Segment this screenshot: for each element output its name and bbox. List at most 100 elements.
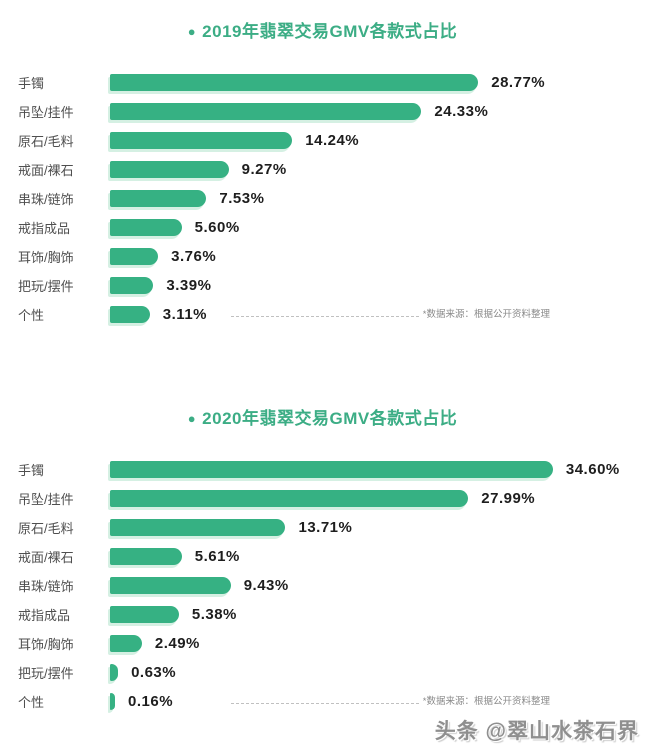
- bar: [110, 161, 229, 178]
- category-label: 原石/毛料: [18, 134, 74, 149]
- bar-track: 5.60%: [110, 219, 645, 236]
- chart-2020: ● 2020年翡翠交易GMV各款式占比 手镯 34.60% 吊坠/挂件 27.99% 原石…: [0, 329, 645, 716]
- value-label: 3.76%: [171, 248, 217, 265]
- bar-row: 戒面/裸石 9.27%: [18, 155, 645, 184]
- category-label: 戒指成品: [18, 221, 71, 236]
- bar-track: 9.43%: [110, 577, 645, 594]
- bar: [110, 219, 182, 236]
- bar-row: 吊坠/挂件 27.99%: [18, 484, 645, 513]
- bar-row: 耳饰/胸饰 3.76%: [18, 242, 645, 271]
- bullet-icon: ●: [187, 411, 197, 426]
- value-label: 27.99%: [481, 490, 536, 507]
- category-label: 手镯: [18, 76, 45, 91]
- bar-row: 把玩/摆件 0.63%: [18, 658, 645, 687]
- bar-track: 9.27%: [110, 161, 645, 178]
- bar-row: 个性 3.11%: [18, 300, 645, 329]
- value-label: 14.24%: [305, 132, 360, 149]
- value-label: 3.39%: [166, 277, 212, 294]
- value-label: 2.49%: [154, 635, 200, 652]
- bar: [110, 74, 479, 91]
- bar: [110, 577, 231, 594]
- category-label: 戒指成品: [18, 608, 71, 623]
- category-label: 原石/毛料: [18, 521, 74, 536]
- bar-track: 5.61%: [110, 548, 645, 565]
- bullet-icon: ●: [187, 24, 197, 39]
- value-label: 3.11%: [162, 306, 208, 323]
- bar-row: 戒面/裸石 5.61%: [18, 542, 645, 571]
- category-label: 吊坠/挂件: [18, 105, 74, 120]
- bar-row: 原石/毛料 14.24%: [18, 126, 645, 155]
- bar: [110, 277, 154, 294]
- chart-2019-title-text: 2019年翡翠交易GMV各款式占比: [202, 22, 458, 41]
- chart-2019-title: ● 2019年翡翠交易GMV各款式占比: [0, 22, 645, 42]
- watermark: 头条 @翠山水茶石界: [434, 720, 639, 743]
- chart-2019-source-note: *数据来源：根据公开资料整理: [230, 306, 550, 320]
- bar-track: 14.24%: [110, 132, 645, 149]
- bar-track: 13.71%: [110, 519, 645, 536]
- bar-track: 27.99%: [110, 490, 645, 507]
- category-label: 戒面/裸石: [18, 163, 74, 178]
- bar: [110, 306, 150, 323]
- value-label: 28.77%: [491, 74, 546, 91]
- bar: [110, 664, 119, 681]
- dashed-leader-line: [230, 316, 419, 317]
- category-label: 戒面/裸石: [18, 550, 74, 565]
- category-label: 个性: [18, 695, 45, 710]
- chart-2020-title-text: 2020年翡翠交易GMV各款式占比: [202, 409, 458, 428]
- value-label: 0.63%: [131, 664, 177, 681]
- bar-row: 串珠/链饰 9.43%: [18, 571, 645, 600]
- category-label: 把玩/摆件: [18, 279, 74, 294]
- bar-row: 把玩/摆件 3.39%: [18, 271, 645, 300]
- bar: [110, 693, 115, 710]
- value-label: 7.53%: [219, 190, 265, 207]
- bar-row: 手镯 28.77%: [18, 68, 645, 97]
- bar-track: 2.49%: [110, 635, 645, 652]
- bar-track: 34.60%: [110, 461, 645, 478]
- bar-track: 3.39%: [110, 277, 645, 294]
- category-label: 吊坠/挂件: [18, 492, 74, 507]
- bar: [110, 190, 207, 207]
- bar: [110, 635, 142, 652]
- bar-track: 0.63%: [110, 664, 645, 681]
- value-label: 0.16%: [128, 693, 174, 710]
- chart-2020-title: ● 2020年翡翠交易GMV各款式占比: [0, 409, 645, 429]
- category-label: 手镯: [18, 463, 45, 478]
- source-note-text: *数据来源：根据公开资料整理: [422, 309, 550, 320]
- chart-2020-rows: 手镯 34.60% 吊坠/挂件 27.99% 原石/毛料 13.71% 戒面/裸石 5.61%…: [0, 455, 645, 716]
- bar: [110, 103, 422, 120]
- value-label: 9.27%: [241, 161, 287, 178]
- chart-2020-source-note: *数据来源：根据公开资料整理: [230, 693, 550, 707]
- bar-row: 原石/毛料 13.71%: [18, 513, 645, 542]
- value-label: 24.33%: [434, 103, 489, 120]
- bar-row: 耳饰/胸饰 2.49%: [18, 629, 645, 658]
- bar-row: 手镯 34.60%: [18, 455, 645, 484]
- value-label: 5.61%: [194, 548, 240, 565]
- bar-track: 24.33%: [110, 103, 645, 120]
- category-label: 串珠/链饰: [18, 579, 74, 594]
- bar-track: 3.11%: [110, 306, 645, 323]
- chart-2019-rows: 手镯 28.77% 吊坠/挂件 24.33% 原石/毛料 14.24% 戒面/裸石 9.27%…: [0, 68, 645, 329]
- bar-track: 0.16%: [110, 693, 645, 710]
- bar: [110, 519, 286, 536]
- bar-track: 5.38%: [110, 606, 645, 623]
- value-label: 34.60%: [565, 461, 620, 478]
- bar: [110, 548, 182, 565]
- bar: [110, 248, 159, 265]
- category-label: 把玩/摆件: [18, 666, 74, 681]
- bar: [110, 132, 293, 149]
- category-label: 耳饰/胸饰: [18, 637, 74, 652]
- bar-track: 28.77%: [110, 74, 645, 91]
- category-label: 耳饰/胸饰: [18, 250, 74, 265]
- bar: [110, 606, 179, 623]
- bar-row: 戒指成品 5.60%: [18, 213, 645, 242]
- bar-row: 戒指成品 5.38%: [18, 600, 645, 629]
- bar-track: 7.53%: [110, 190, 645, 207]
- bar-row: 串珠/链饰 7.53%: [18, 184, 645, 213]
- bar: [110, 461, 553, 478]
- value-label: 9.43%: [243, 577, 289, 594]
- category-label: 个性: [18, 308, 45, 323]
- dashed-leader-line: [230, 703, 419, 704]
- bar-row: 个性 0.16%: [18, 687, 645, 716]
- bar-row: 吊坠/挂件 24.33%: [18, 97, 645, 126]
